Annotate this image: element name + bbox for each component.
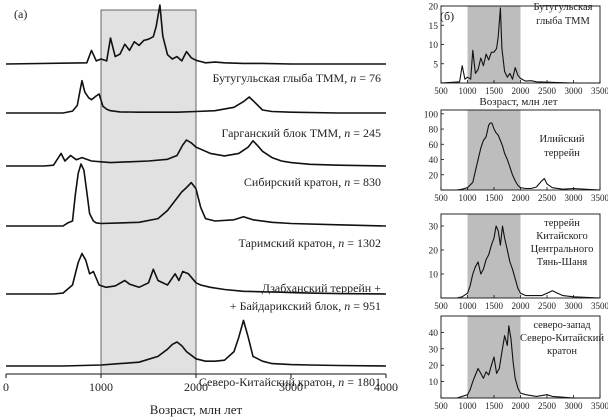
panel-title: террейн bbox=[544, 218, 580, 229]
x-axis-label: Возраст, млн лет bbox=[479, 96, 557, 108]
y-tick-label: 80 bbox=[429, 126, 439, 136]
y-tick-label: 40 bbox=[429, 156, 439, 166]
panel-b-label: (б) bbox=[440, 9, 454, 23]
series-label: Северо-Китайский кратон, n = 1801 bbox=[199, 375, 381, 389]
panel-title: Центрального bbox=[531, 244, 594, 255]
panel-title: Илийский bbox=[539, 134, 584, 145]
y-tick-label: 10 bbox=[429, 41, 439, 51]
panel-title: Северо-Китайский bbox=[520, 333, 604, 344]
series-label: Сибирский кратон, n = 830 bbox=[244, 175, 381, 189]
x-tick-label: 3000 bbox=[565, 86, 584, 96]
y-tick-label: 20 bbox=[429, 247, 439, 257]
shaded-age-band bbox=[467, 214, 521, 298]
x-tick-label: 2000 bbox=[512, 301, 531, 311]
y-tick-label: 30 bbox=[429, 223, 439, 233]
panel-a: Бутугульская глыба ТММ, n = 76 Гарганский… bbox=[3, 4, 398, 417]
x-tick-label: 2000 bbox=[512, 193, 531, 203]
x-tick-label: 500 bbox=[434, 86, 448, 96]
series-line bbox=[6, 252, 387, 295]
x-tick-label: 1000 bbox=[459, 301, 478, 311]
panel-a-label: (а) bbox=[14, 7, 27, 21]
histogram-line bbox=[440, 7, 600, 84]
histogram-line bbox=[441, 325, 600, 399]
panel-b: 5 10 15 20 500 1000 1500 2000 2500 3000 3500 Бутугу… bbox=[424, 2, 608, 411]
x-tick-label: 500 bbox=[434, 301, 448, 311]
y-tick-label: 30 bbox=[429, 345, 439, 355]
x-tick-label: 500 bbox=[434, 193, 448, 203]
x-axis-label: Возраст, млн лет bbox=[150, 402, 243, 417]
histogram-line bbox=[441, 122, 601, 191]
panel-title: Тянь-Шаня bbox=[537, 257, 588, 268]
x-tick-label: 4000 bbox=[374, 380, 398, 394]
y-tick-label: 20 bbox=[429, 3, 439, 13]
panel-title: Китайского bbox=[536, 231, 587, 242]
shaded-age-band bbox=[467, 6, 521, 83]
x-tick-label: 2500 bbox=[538, 301, 557, 311]
x-tick-label: 2000 bbox=[184, 380, 208, 394]
x-tick-label: 1500 bbox=[485, 86, 504, 96]
x-tick-label: 1500 bbox=[485, 193, 504, 203]
series-label: Дзабханский террейн + bbox=[262, 281, 382, 295]
series-label: Таримский кратон, n = 1302 bbox=[238, 236, 381, 250]
x-tick-label: 1000 bbox=[459, 193, 478, 203]
series-label: + Байдарикский блок, n = 951 bbox=[230, 299, 381, 313]
x-tick-label: 1000 bbox=[459, 401, 478, 411]
y-tick-label: 15 bbox=[429, 22, 439, 32]
x-tick-label: 3000 bbox=[565, 401, 584, 411]
y-tick-label: 40 bbox=[429, 329, 439, 339]
series-line bbox=[6, 79, 386, 114]
y-tick-label: 20 bbox=[429, 362, 439, 372]
x-tick-label: 1500 bbox=[485, 301, 504, 311]
shaded-age-band bbox=[100, 9, 197, 375]
x-tick-label: 500 bbox=[434, 401, 448, 411]
series-line bbox=[6, 139, 387, 167]
y-tick-label: 5 bbox=[433, 60, 438, 70]
series-label: Бутугульская глыба ТММ, n = 76 bbox=[213, 71, 381, 85]
x-tick-label: 1000 bbox=[459, 86, 478, 96]
x-tick-label: 2000 bbox=[512, 86, 531, 96]
y-tick-label: 100 bbox=[424, 110, 439, 120]
series-line bbox=[5, 4, 386, 65]
x-tick-label: 3500 bbox=[591, 86, 608, 96]
panel-title: северо-запад bbox=[533, 320, 591, 331]
series-line bbox=[6, 163, 387, 227]
shaded-age-band bbox=[467, 110, 521, 190]
y-tick-label: 10 bbox=[429, 271, 439, 281]
y-tick-label: 10 bbox=[429, 378, 439, 388]
x-tick-label: 2500 bbox=[538, 86, 557, 96]
x-tick-label: 2500 bbox=[538, 193, 557, 203]
x-tick-label: 3000 bbox=[565, 193, 584, 203]
panel-title: террейн bbox=[544, 148, 580, 159]
x-tick-label: 3000 bbox=[565, 301, 584, 311]
x-tick-label: 3500 bbox=[591, 193, 608, 203]
x-tick-label: 3000 bbox=[279, 380, 303, 394]
y-tick-label: 20 bbox=[429, 171, 439, 181]
y-tick-label: 60 bbox=[429, 141, 439, 151]
histogram-line bbox=[441, 225, 601, 299]
x-tick-label: 3500 bbox=[591, 301, 608, 311]
panel-title: Бутугульская bbox=[534, 2, 593, 13]
panel-title: глыба ТММ bbox=[536, 16, 590, 27]
x-tick-label: 0 bbox=[3, 380, 9, 394]
x-tick-label: 1500 bbox=[485, 401, 504, 411]
x-tick-label: 3500 bbox=[591, 401, 608, 411]
x-tick-label: 2500 bbox=[538, 401, 557, 411]
x-tick-label: 2000 bbox=[512, 401, 531, 411]
series-line bbox=[6, 319, 387, 367]
series-label: Гарганский блок ТММ, n = 245 bbox=[221, 126, 381, 140]
x-tick-label: 1000 bbox=[89, 380, 113, 394]
panel-title: кратон bbox=[547, 346, 577, 357]
